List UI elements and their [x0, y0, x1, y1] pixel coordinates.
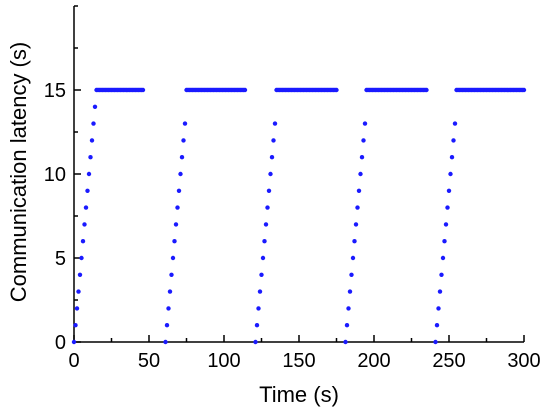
x-tick-label: 150: [282, 350, 315, 372]
data-point: [170, 255, 176, 261]
data-point: [83, 205, 89, 210]
y-tick-label: 15: [44, 80, 66, 102]
data-point: [436, 306, 441, 311]
data-point: [346, 306, 351, 311]
data-point: [176, 188, 182, 193]
data-point: [445, 205, 450, 210]
x-tick-label: 0: [68, 350, 79, 372]
data-point: [344, 323, 350, 328]
data-point: [359, 155, 365, 160]
data-point: [256, 306, 261, 311]
data-point: [442, 239, 447, 244]
data-point: [358, 171, 363, 177]
data-point: [73, 323, 78, 328]
data-point: [164, 323, 170, 328]
data-point: [334, 87, 339, 93]
data-point: [82, 222, 87, 227]
y-tick-label: 5: [55, 248, 66, 270]
data-point: [166, 306, 171, 311]
data-point: [254, 323, 260, 328]
data-point: [452, 121, 458, 126]
data-point: [355, 205, 360, 210]
y-axis-label: Communication latency (s): [6, 42, 31, 302]
y-ticks: 0 5 10 15: [44, 5, 81, 354]
data-points: [71, 87, 527, 345]
data-point: [242, 87, 248, 93]
data-point: [272, 121, 278, 126]
data-point: [361, 138, 366, 143]
data-point: [76, 289, 81, 294]
data-point: [443, 222, 449, 227]
data-point: [140, 87, 146, 93]
x-tick-label: 100: [207, 350, 240, 372]
data-point: [178, 171, 183, 177]
x-tick-label: 300: [507, 350, 540, 372]
data-point: [175, 205, 180, 210]
data-point: [92, 104, 98, 110]
data-point: [253, 339, 258, 345]
data-point: [352, 239, 357, 244]
x-tick-label: 50: [138, 350, 160, 372]
data-point: [353, 222, 359, 227]
data-point: [86, 171, 92, 177]
data-point: [91, 121, 96, 126]
data-point: [172, 239, 177, 244]
data-point: [163, 339, 168, 345]
data-point: [179, 155, 185, 160]
x-tick-label: 200: [357, 350, 390, 372]
data-point: [362, 121, 368, 126]
data-point: [265, 205, 270, 210]
data-point: [80, 239, 86, 244]
data-point: [71, 339, 77, 345]
x-tick-label: 250: [432, 350, 465, 372]
data-point: [434, 323, 440, 328]
data-point: [356, 188, 362, 193]
data-point: [169, 272, 174, 277]
data-point: [440, 255, 446, 261]
data-point: [173, 222, 179, 227]
data-point: [266, 188, 272, 193]
data-point: [85, 188, 90, 193]
data-point: [446, 188, 452, 193]
data-point: [448, 171, 453, 177]
data-point: [451, 138, 456, 143]
data-point: [257, 289, 263, 294]
data-point: [347, 289, 353, 294]
data-point: [449, 155, 455, 160]
x-ticks: 0 50 100 150 200 250 300: [68, 335, 541, 372]
data-point: [263, 222, 269, 227]
data-point: [79, 255, 84, 261]
data-point: [74, 306, 80, 311]
data-point: [182, 121, 188, 126]
data-point: [262, 239, 267, 244]
data-point: [181, 138, 186, 143]
data-point: [88, 155, 93, 160]
data-point: [437, 289, 443, 294]
y-tick-label: 0: [55, 332, 66, 354]
data-point: [350, 255, 356, 261]
data-point: [424, 87, 429, 93]
data-point: [77, 272, 83, 277]
data-point: [439, 272, 444, 277]
x-axis-label: Time (s): [259, 382, 339, 407]
data-point: [167, 289, 173, 294]
data-point: [521, 87, 527, 93]
data-point: [259, 272, 264, 277]
data-point: [269, 155, 275, 160]
data-point: [89, 138, 95, 143]
data-point: [271, 138, 276, 143]
plot-area: 0 50 100 150 200 250 300 0 5 10 15: [44, 5, 541, 372]
data-point: [349, 272, 354, 277]
data-point: [268, 171, 273, 177]
data-point: [343, 339, 348, 345]
data-point: [260, 255, 266, 261]
y-tick-label: 10: [44, 164, 66, 186]
data-point: [433, 339, 438, 345]
